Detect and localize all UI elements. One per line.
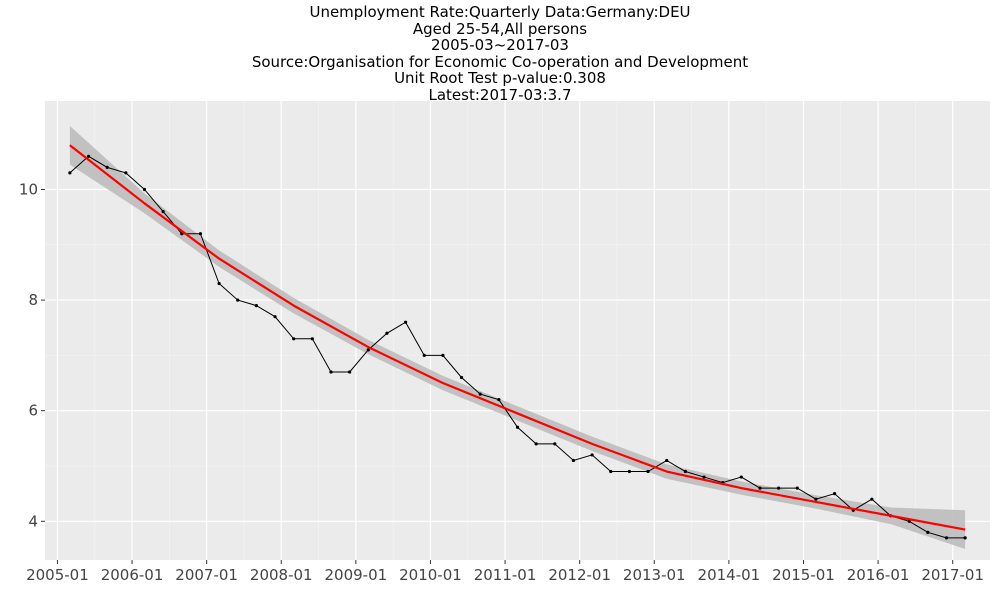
data-point <box>441 353 445 357</box>
x-tick-label: 2013-01 <box>623 566 686 584</box>
x-tick-label: 2006-01 <box>101 566 164 584</box>
data-point <box>385 331 389 335</box>
data-point <box>646 469 650 474</box>
data-point <box>795 486 799 490</box>
data-point <box>777 486 781 490</box>
chart-title-line: Aged 25-54,All persons <box>412 19 588 38</box>
data-point <box>609 469 613 474</box>
data-point <box>683 469 687 474</box>
data-point <box>832 492 837 496</box>
data-point <box>627 469 632 474</box>
data-point <box>814 497 818 501</box>
x-tick-label: 2016-01 <box>847 566 910 584</box>
data-point <box>534 442 538 446</box>
data-point <box>515 425 520 429</box>
data-point <box>702 475 706 479</box>
data-point <box>217 281 221 286</box>
y-tick-label: 10 <box>19 180 38 198</box>
x-tick-label: 2008-01 <box>250 566 313 584</box>
data-point <box>105 165 109 169</box>
data-point <box>366 348 370 352</box>
data-point <box>926 530 930 534</box>
data-point <box>86 154 91 158</box>
chart-title-line: Latest:2017-03:3.7 <box>428 85 572 104</box>
chart-title: Unemployment Rate:Quarterly Data:Germany… <box>0 4 1000 103</box>
confidence-band <box>69 125 966 549</box>
x-tick-label: 2005-01 <box>26 566 89 584</box>
data-point <box>907 519 911 523</box>
data-point <box>870 497 874 501</box>
data-point <box>329 370 333 374</box>
data-point <box>68 171 72 175</box>
data-point <box>198 232 203 236</box>
data-point <box>944 536 949 540</box>
x-tick-label: 2012-01 <box>548 566 611 584</box>
chart-title-line: Unemployment Rate:Quarterly Data:Germany… <box>309 3 691 21</box>
chart-title-line: 2005-03~2017-03 <box>431 36 569 54</box>
data-point <box>124 171 128 175</box>
x-tick-label: 2010-01 <box>399 566 462 584</box>
data-point <box>553 442 557 446</box>
data-point <box>161 210 165 214</box>
data-point <box>497 398 501 402</box>
data-point <box>292 337 296 341</box>
data-point <box>590 453 594 457</box>
data-point <box>665 458 669 463</box>
data-point <box>422 353 426 357</box>
x-tick-label: 2015-01 <box>772 566 835 584</box>
data-point <box>963 536 967 540</box>
plot-panel <box>45 101 990 560</box>
y-tick-label: 8 <box>28 291 38 309</box>
trend-line <box>69 144 966 531</box>
data-point <box>758 486 762 490</box>
x-tick-label: 2007-01 <box>175 566 238 584</box>
chart-title-line: Unit Root Test p-value:0.308 <box>394 69 606 87</box>
data-point <box>403 320 408 324</box>
data-point <box>348 370 352 374</box>
data-point <box>571 458 576 463</box>
data-point <box>236 298 240 302</box>
chart-title-line: Source:Organisation for Economic Co-oper… <box>251 52 749 71</box>
data-point <box>739 475 743 479</box>
x-tick-label: 2011-01 <box>474 566 537 584</box>
y-tick-label: 6 <box>28 402 38 420</box>
data-point <box>273 315 277 319</box>
data-point <box>142 187 147 192</box>
data-point <box>478 392 482 396</box>
data-point <box>459 375 464 380</box>
data-point <box>310 337 314 341</box>
x-tick-label: 2009-01 <box>325 566 388 584</box>
data-point <box>180 232 184 236</box>
x-tick-label: 2017-01 <box>921 566 984 584</box>
x-tick-label: 2014-01 <box>698 566 761 584</box>
data-point <box>254 304 258 308</box>
y-tick-label: 4 <box>28 512 38 530</box>
